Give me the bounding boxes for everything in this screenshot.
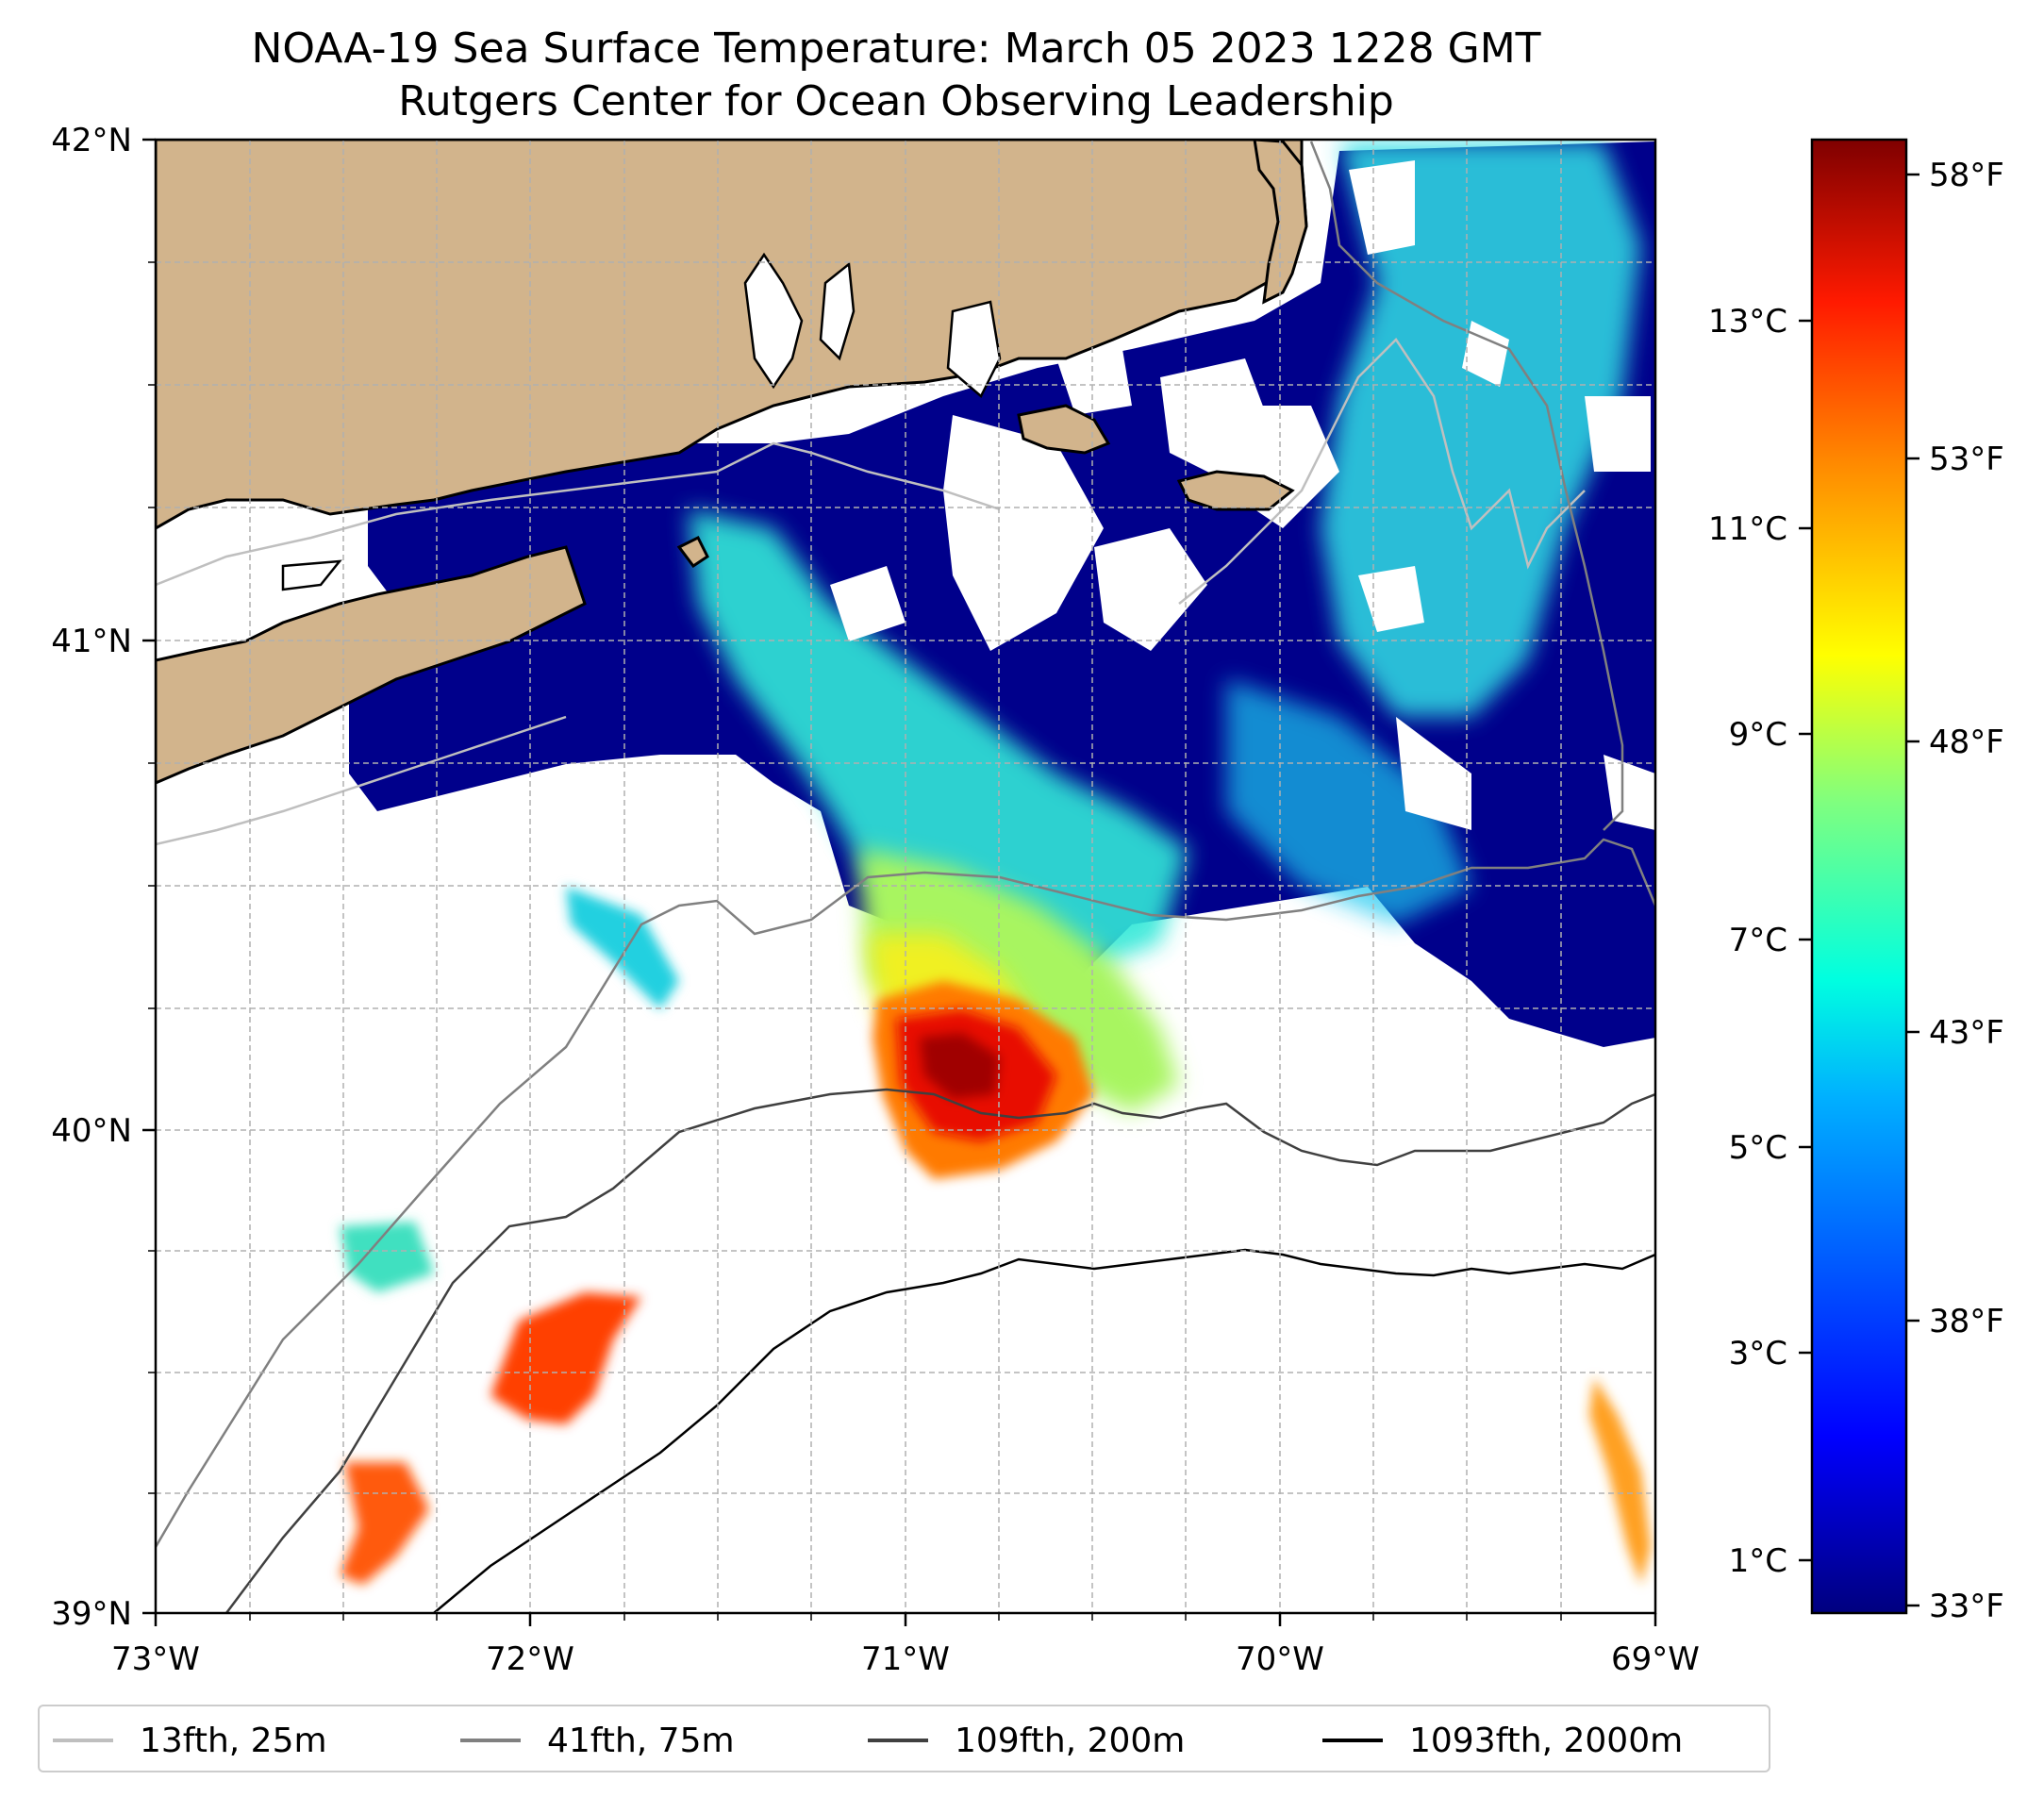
x-axis [154, 1613, 1657, 1626]
small-cyan-patch-1 [566, 887, 679, 1009]
block-island [676, 535, 709, 569]
legend-entry: 1093fth, 2000m [1322, 1706, 1683, 1774]
legend-entry: 41fth, 75m [460, 1706, 735, 1774]
colorbar-celsius-label: 5°C [1729, 1129, 1787, 1167]
shelf-water-cyan [689, 509, 1188, 981]
isobath-75m [156, 141, 1655, 1548]
colorbar-fahrenheit-label: 58°F [1929, 157, 2004, 194]
x-tick-label: 69°W [1611, 1640, 1700, 1678]
sst-field [340, 141, 1655, 1585]
colorbar-gradient [1810, 138, 1908, 1615]
x-tick-label: 72°W [486, 1640, 574, 1678]
colorbar-celsius-label: 13°C [1708, 303, 1787, 341]
map-title: NOAA-19 Sea Surface Temperature: March 0… [251, 25, 1541, 73]
y-tick-label: 41°N [51, 623, 132, 660]
legend-swatch [868, 1739, 928, 1742]
legend-swatch [53, 1739, 113, 1742]
x-tick-label: 70°W [1236, 1640, 1324, 1678]
colorbar-fahrenheit-label: 38°F [1929, 1303, 2004, 1340]
gridlines [156, 140, 1655, 1613]
x-tick-label: 73°W [111, 1640, 200, 1678]
colorbar-fahrenheit-label: 53°F [1929, 441, 2004, 478]
isobath-legend: 13fth, 25m 41fth, 75m 109fth, 200m 1093f… [38, 1705, 1770, 1772]
long-island [156, 545, 587, 785]
edge-filament-east [1589, 1377, 1651, 1585]
isobath-200m [225, 1088, 1655, 1613]
isobath-25m [156, 338, 1586, 846]
marthas-vineyard [1017, 404, 1111, 455]
warm-transition-green [858, 849, 1179, 1113]
map-subtitle: Rutgers Center for Ocean Observing Leade… [398, 77, 1394, 125]
isobath-2000m [433, 1248, 1655, 1613]
small-cyan-patch-2 [340, 1222, 434, 1292]
y-tick-label: 42°N [51, 122, 132, 159]
colorbar [1799, 138, 1919, 1615]
land [156, 140, 1308, 785]
legend-swatch [1322, 1739, 1383, 1742]
bays [281, 252, 1002, 591]
legend-label: 109fth, 200m [955, 1721, 1186, 1760]
legend-entry: 109fth, 200m [868, 1706, 1185, 1774]
colorbar-celsius-label: 1°C [1729, 1542, 1787, 1580]
colorbar-fahrenheit-label: 33°F [1929, 1588, 2004, 1625]
legend-label: 13fth, 25m [140, 1721, 327, 1760]
y-tick-label: 39°N [51, 1595, 132, 1633]
y-axis [142, 138, 156, 1615]
colorbar-celsius-label: 7°C [1729, 922, 1787, 959]
legend-label: 1093fth, 2000m [1409, 1721, 1684, 1760]
gulf-stream-filament-2 [340, 1462, 429, 1585]
warm-core-ring-darkred [920, 1033, 1000, 1099]
isobaths [156, 141, 1655, 1613]
legend-label: 41fth, 75m [547, 1721, 735, 1760]
legend-entry: 13fth, 25m [53, 1706, 327, 1774]
colorbar-fahrenheit-label: 43°F [1929, 1014, 2004, 1052]
colorbar-celsius-label: 9°C [1729, 716, 1787, 754]
plot-area [156, 140, 1655, 1613]
colorbar-fahrenheit-label: 48°F [1929, 724, 2004, 761]
y-tick-label: 40°N [51, 1112, 132, 1150]
mid-cyan-patches [1226, 679, 1471, 924]
legend-swatch [460, 1739, 521, 1742]
colorbar-celsius-label: 11°C [1708, 510, 1787, 548]
x-tick-label: 71°W [861, 1640, 950, 1678]
colorbar-celsius-label: 3°C [1729, 1335, 1787, 1373]
gulf-stream-filament-1 [490, 1292, 641, 1424]
